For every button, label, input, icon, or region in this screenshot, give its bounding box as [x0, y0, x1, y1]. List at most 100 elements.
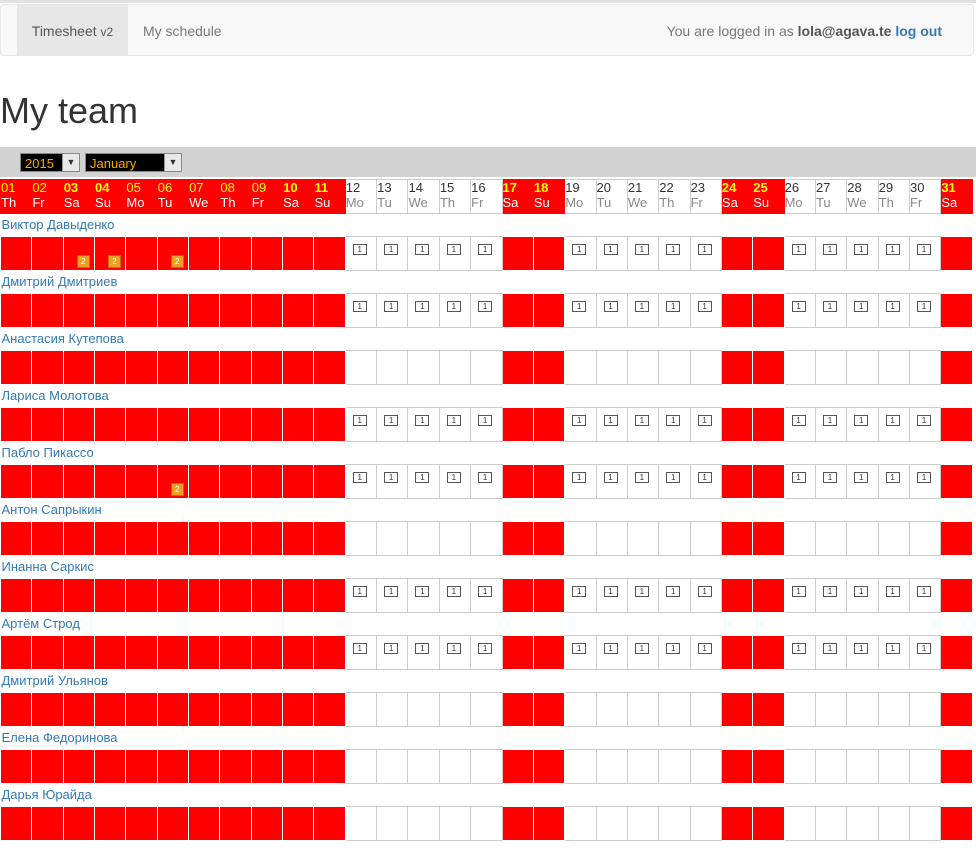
day-cell[interactable]: 1 [564, 236, 597, 271]
day-cell[interactable] [313, 407, 346, 442]
day-cell[interactable] [564, 749, 597, 784]
day-cell[interactable] [501, 350, 534, 385]
day-cell[interactable]: 1 [658, 635, 691, 670]
day-cell[interactable]: 1 [877, 293, 910, 328]
day-cell[interactable] [282, 749, 315, 784]
day-cell[interactable] [31, 635, 64, 670]
day-cell[interactable] [250, 293, 284, 328]
day-cell[interactable]: 2 [156, 464, 190, 499]
day-cell[interactable] [282, 293, 315, 328]
day-cell[interactable]: 1 [877, 635, 910, 670]
day-cell[interactable] [156, 692, 190, 727]
day-cell[interactable] [626, 692, 660, 727]
day-cell[interactable] [94, 293, 127, 328]
day-cell[interactable] [752, 464, 785, 499]
day-cell[interactable] [846, 806, 879, 841]
hours-badge[interactable]: 1 [603, 586, 618, 597]
day-cell[interactable] [376, 521, 409, 556]
day-cell[interactable] [31, 407, 64, 442]
hours-badge[interactable]: 1 [791, 586, 806, 597]
day-cell[interactable] [752, 521, 785, 556]
day-cell[interactable]: 1 [814, 293, 848, 328]
day-cell[interactable]: 1 [470, 236, 503, 271]
day-cell[interactable] [940, 464, 973, 499]
day-cell[interactable] [62, 635, 96, 670]
day-cell[interactable] [250, 692, 284, 727]
day-cell[interactable] [532, 521, 566, 556]
day-cell[interactable] [658, 806, 691, 841]
day-cell[interactable] [31, 806, 64, 841]
day-cell[interactable] [407, 692, 440, 727]
day-cell[interactable] [156, 635, 190, 670]
day-cell[interactable] [470, 521, 503, 556]
day-cell[interactable] [250, 806, 284, 841]
day-cell[interactable] [407, 521, 440, 556]
day-cell[interactable] [125, 806, 158, 841]
day-cell[interactable]: 2 [62, 236, 96, 271]
day-cell[interactable] [783, 749, 816, 784]
hours-badge[interactable]: 1 [885, 586, 900, 597]
hours-badge[interactable]: 1 [384, 244, 399, 255]
day-cell[interactable] [720, 749, 754, 784]
hours-badge[interactable]: 1 [572, 586, 587, 597]
day-cell[interactable]: 1 [783, 635, 816, 670]
day-cell[interactable] [188, 578, 221, 613]
hours-badge[interactable]: 1 [384, 643, 399, 654]
day-cell[interactable]: 1 [344, 464, 378, 499]
day-cell[interactable] [470, 692, 503, 727]
day-cell[interactable]: 1 [438, 464, 472, 499]
day-cell[interactable] [313, 692, 346, 727]
day-cell[interactable]: 1 [908, 293, 942, 328]
day-cell[interactable]: 1 [438, 578, 472, 613]
day-cell[interactable] [626, 806, 660, 841]
day-cell[interactable] [940, 293, 973, 328]
day-cell[interactable]: 1 [626, 407, 660, 442]
day-cell[interactable] [94, 350, 127, 385]
day-cell[interactable] [313, 464, 346, 499]
day-cell[interactable] [344, 806, 378, 841]
day-cell[interactable] [0, 407, 33, 442]
day-cell[interactable] [470, 806, 503, 841]
day-cell[interactable] [313, 350, 346, 385]
hours-badge[interactable]: 1 [885, 301, 900, 312]
day-cell[interactable] [658, 749, 691, 784]
day-cell[interactable]: 1 [376, 578, 409, 613]
day-cell[interactable] [940, 692, 973, 727]
day-cell[interactable] [31, 236, 64, 271]
day-cell[interactable] [846, 521, 879, 556]
day-cell[interactable]: 1 [376, 635, 409, 670]
day-cell[interactable]: 1 [783, 236, 816, 271]
day-cell[interactable]: 1 [658, 578, 691, 613]
hours-badge[interactable]: 1 [352, 472, 367, 483]
hours-badge[interactable]: 1 [916, 415, 931, 426]
hours-badge[interactable]: 1 [478, 586, 493, 597]
day-cell[interactable] [752, 692, 785, 727]
day-cell[interactable] [908, 749, 942, 784]
hours-badge[interactable]: 1 [854, 472, 869, 483]
day-cell[interactable] [376, 806, 409, 841]
hours-badge[interactable]: 1 [634, 301, 649, 312]
day-cell[interactable] [94, 521, 127, 556]
day-cell[interactable]: 1 [908, 578, 942, 613]
day-cell[interactable] [188, 749, 221, 784]
day-cell[interactable] [940, 521, 973, 556]
member-link[interactable]: Дмитрий Ульянов [1, 673, 108, 688]
day-cell[interactable] [125, 236, 158, 271]
day-cell[interactable] [814, 521, 848, 556]
day-cell[interactable]: 1 [783, 464, 816, 499]
day-cell[interactable] [658, 692, 691, 727]
hours-badge[interactable]: 1 [603, 472, 618, 483]
day-cell[interactable] [689, 692, 722, 727]
member-link[interactable]: Артём Строд [1, 616, 80, 631]
day-cell[interactable] [250, 749, 284, 784]
hours-badge[interactable]: 1 [603, 643, 618, 654]
day-cell[interactable] [125, 407, 158, 442]
day-cell[interactable] [62, 350, 96, 385]
hours-badge[interactable]: 1 [572, 244, 587, 255]
day-cell[interactable] [0, 635, 33, 670]
day-cell[interactable] [219, 464, 252, 499]
day-cell[interactable] [470, 350, 503, 385]
day-cell[interactable] [125, 293, 158, 328]
hours-badge[interactable]: 1 [478, 415, 493, 426]
day-cell[interactable] [219, 749, 252, 784]
